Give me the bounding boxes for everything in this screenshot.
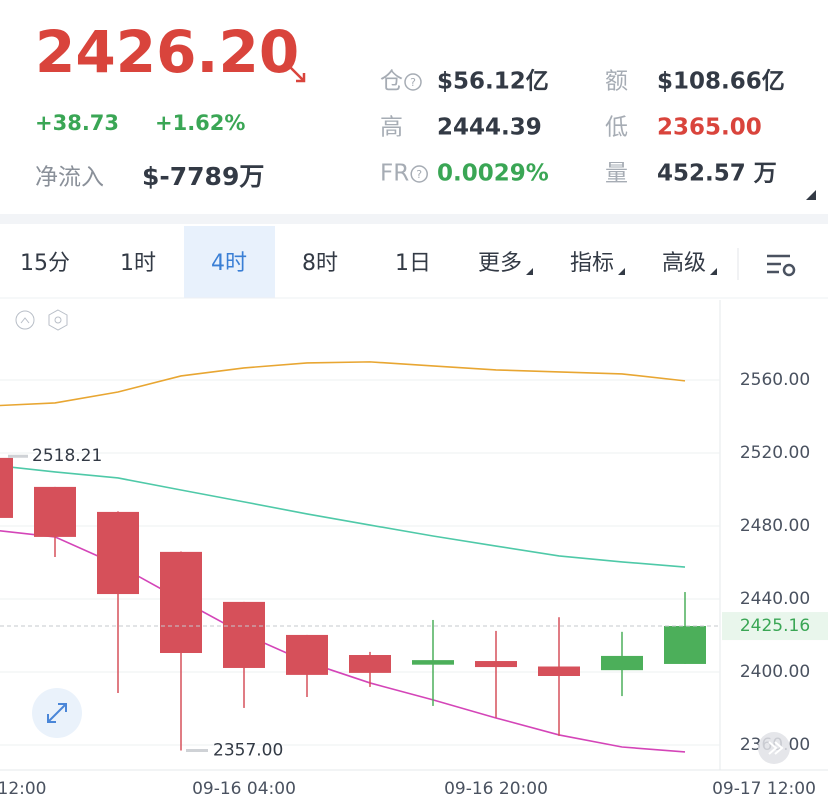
tab[interactable]: 高级 <box>662 251 706 276</box>
moving-average <box>0 465 686 568</box>
help-mark: ? <box>410 76 416 89</box>
tabs: 15分 1时 4时 8时 1日 更多 指标 高级 <box>20 226 739 298</box>
current-price-label: 2425.16 <box>740 616 810 636</box>
candle-body <box>286 634 328 675</box>
stat-label: 高 <box>380 115 403 141</box>
candle-body <box>538 666 580 676</box>
current-price-bg <box>722 612 828 641</box>
x-tick-label: 09-16 20:00 <box>444 779 548 799</box>
stat-value: $108.66亿 <box>657 69 785 95</box>
candle-body <box>412 660 454 665</box>
collapse-chevron <box>20 317 30 324</box>
y-tick-label: 2480.00 <box>740 516 810 536</box>
stat-label: 量 <box>605 161 628 187</box>
fullscreen-icon <box>47 703 67 723</box>
candle-body <box>160 551 202 654</box>
low-label: 2357.00 <box>213 740 283 760</box>
collapse-icon[interactable] <box>15 310 35 330</box>
candle-body <box>664 625 706 664</box>
tab-dropdown <box>710 268 717 275</box>
change: +38.73 <box>35 111 119 135</box>
tab[interactable]: 更多 <box>478 251 522 276</box>
tab[interactable]: 指标 <box>570 251 614 276</box>
separator <box>0 214 828 224</box>
stat-value: 2444.39 <box>437 115 542 141</box>
tab[interactable]: 1日 <box>395 251 431 276</box>
stat-value: $56.12亿 <box>437 69 549 95</box>
stat-label: 额 <box>605 69 628 95</box>
scroll-right-icon <box>768 741 784 755</box>
indicator-settings[interactable] <box>48 309 68 331</box>
settings-icon[interactable] <box>767 254 796 277</box>
candle-body <box>601 655 643 671</box>
stat-label: FR <box>380 161 409 187</box>
tab-dropdown <box>526 268 533 275</box>
tab-dropdown <box>618 268 625 275</box>
chart: 2360.002400.002440.002480.002520.002560.… <box>0 300 828 799</box>
x-tick-label: 12:00 <box>0 779 47 799</box>
tab[interactable]: 8时 <box>302 251 338 276</box>
y-tick-label: 2440.00 <box>740 589 810 609</box>
tab[interactable]: 4时 <box>211 251 247 276</box>
candle-body <box>0 457 13 518</box>
stat-label: 仓 <box>380 69 403 95</box>
candle-body <box>349 655 391 673</box>
change-pct: +1.62% <box>155 111 245 135</box>
tab-selected-bg <box>184 226 275 298</box>
inflow-label: 净流入 <box>35 165 104 191</box>
stat-value: 0.0029% <box>437 161 549 187</box>
stat-value: 2365.00 <box>657 115 762 141</box>
expand-triangle[interactable] <box>806 190 816 200</box>
stat-label: 低 <box>605 115 628 141</box>
tab[interactable]: 1时 <box>120 251 156 276</box>
trend-arrow <box>289 66 306 83</box>
high-label: 2518.21 <box>32 446 102 466</box>
candle-body <box>223 601 265 668</box>
x-tick-label: 09-16 04:00 <box>192 779 296 799</box>
x-tick-label: 09-17 12:00 <box>712 779 816 799</box>
candle-body <box>34 486 76 537</box>
help-icon[interactable] <box>410 165 428 183</box>
scroll-right-button[interactable] <box>758 732 790 764</box>
stat-value: 452.57 万 <box>657 161 777 187</box>
candle-body <box>97 511 139 595</box>
moving-average <box>0 361 686 407</box>
y-tick-label: 2520.00 <box>740 443 810 463</box>
indicator-settings-dot <box>54 316 62 324</box>
inflow-value: $-7789万 <box>142 162 264 191</box>
y-tick-label: 2400.00 <box>740 662 810 682</box>
tab[interactable]: 15分 <box>20 251 70 276</box>
help-icon[interactable] <box>404 73 422 91</box>
y-tick-label: 2560.00 <box>740 370 810 390</box>
candle-body <box>475 661 517 668</box>
help-mark: ? <box>416 168 422 181</box>
price: 2426.20 <box>35 18 299 86</box>
